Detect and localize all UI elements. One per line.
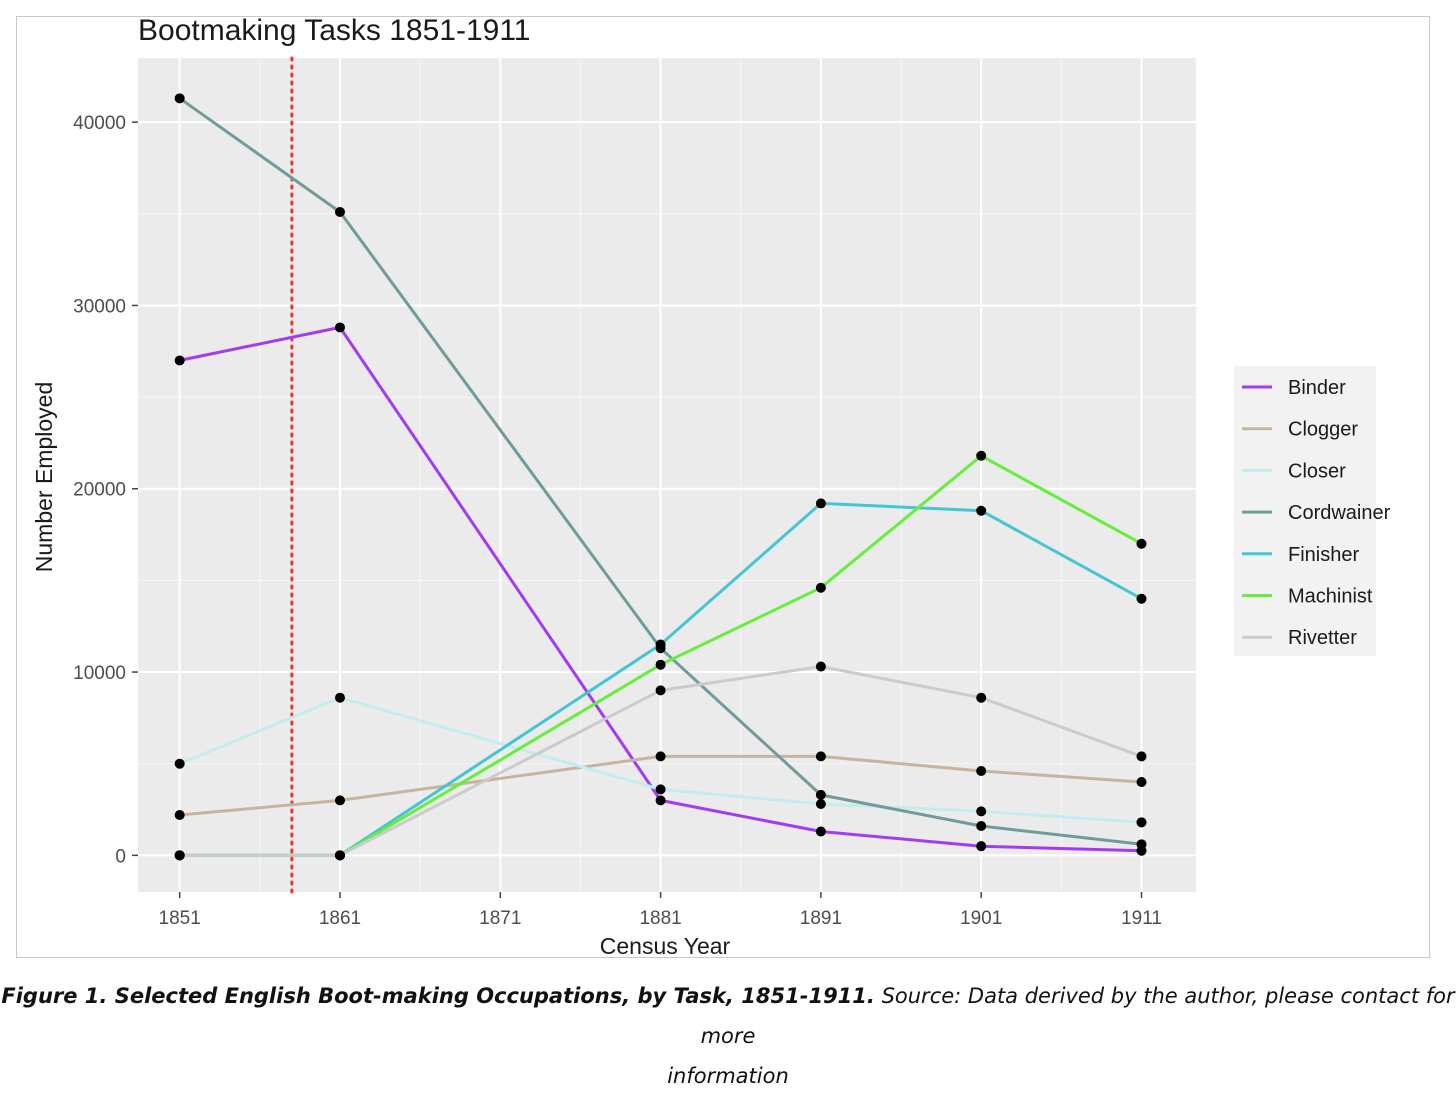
data-point-clogger: [655, 751, 666, 762]
y-tick-label: 40000: [73, 113, 126, 134]
x-tick-label: 1871: [479, 908, 521, 929]
data-point-finisher: [655, 639, 666, 650]
series-line-rivetter: [178, 665, 1143, 857]
figure-caption: Figure 1. Selected English Boot-making O…: [0, 976, 1456, 1096]
x-tick-label: 1861: [319, 908, 361, 929]
data-point-rivetter: [174, 850, 185, 861]
data-point-rivetter: [334, 850, 345, 861]
plot-panel: [138, 58, 1196, 892]
x-tick-label: 1911: [1121, 908, 1162, 929]
points-layer: [174, 93, 1147, 861]
caption-title: Figure 1. Selected English Boot-making O…: [1, 984, 875, 1008]
data-point-binder: [815, 826, 826, 837]
data-point-machinist: [1136, 538, 1147, 549]
data-point-closer: [976, 806, 987, 817]
y-tick-label: 20000: [73, 480, 126, 501]
legend-label-finisher: Finisher: [1288, 544, 1359, 566]
y-tick-label: 30000: [73, 296, 126, 317]
data-point-closer: [334, 692, 345, 703]
data-point-binder: [174, 355, 185, 366]
data-point-machinist: [815, 582, 826, 593]
caption-continuation: information: [667, 1064, 789, 1088]
line-chart: Bootmaking Tasks 1851-1911 1851 1861 1871 1…: [31, 14, 1391, 959]
legend-label-cordwainer: Cordwainer: [1288, 502, 1391, 524]
data-point-cordwainer: [815, 789, 826, 800]
legend-label-rivetter: Rivetter: [1288, 627, 1357, 649]
x-tick-label: 1881: [639, 908, 681, 929]
data-point-rivetter: [1136, 751, 1147, 762]
series-line-cordwainer: [178, 96, 1143, 846]
series-line-closer: [178, 696, 1143, 824]
data-point-cordwainer: [976, 821, 987, 832]
series-layer: [178, 96, 1143, 857]
x-tick-label: 1891: [800, 908, 842, 929]
x-tick-label: 1901: [960, 908, 1002, 929]
series-line-clogger: [178, 754, 1143, 817]
data-point-machinist: [976, 450, 987, 461]
series-line-binder: [178, 325, 1143, 853]
x-axis-label: Census Year: [600, 933, 731, 959]
data-point-finisher: [815, 498, 826, 509]
data-point-cordwainer: [1136, 839, 1147, 850]
legend: Binder Clogger Closer Cordwainer Finisher Mac…: [1234, 366, 1391, 656]
data-point-cordwainer: [334, 206, 345, 217]
legend-label-machinist: Machinist: [1288, 586, 1373, 608]
data-point-closer: [655, 784, 666, 795]
data-point-binder: [655, 795, 666, 806]
data-point-clogger: [815, 751, 826, 762]
data-point-rivetter: [815, 661, 826, 672]
y-axis-label: Number Employed: [31, 382, 57, 572]
data-point-finisher: [976, 505, 987, 516]
y-tick-label: 0: [115, 846, 126, 867]
data-point-cordwainer: [174, 93, 185, 104]
data-point-clogger: [334, 795, 345, 806]
chart-title: Bootmaking Tasks 1851-1911: [138, 14, 530, 47]
data-point-binder: [334, 322, 345, 333]
y-tick-label: 10000: [73, 663, 126, 684]
legend-label-clogger: Clogger: [1288, 419, 1358, 441]
data-point-machinist: [655, 659, 666, 670]
data-point-closer: [815, 799, 826, 810]
data-point-clogger: [1136, 777, 1147, 788]
data-point-rivetter: [976, 692, 987, 703]
data-point-finisher: [1136, 593, 1147, 604]
legend-label-closer: Closer: [1288, 460, 1346, 482]
data-point-binder: [976, 841, 987, 852]
x-tick-label: 1851: [159, 908, 201, 929]
data-point-closer: [174, 758, 185, 769]
legend-label-binder: Binder: [1288, 377, 1346, 399]
caption-source: Source: Data derived by the author, plea…: [700, 984, 1455, 1048]
data-point-rivetter: [655, 685, 666, 696]
data-point-clogger: [174, 810, 185, 821]
data-point-clogger: [976, 766, 987, 777]
data-point-closer: [1136, 817, 1147, 828]
axis-layer: 1851 1861 1871 1881 1891 1901 1911 0 10000 20000 3…: [73, 113, 1162, 929]
